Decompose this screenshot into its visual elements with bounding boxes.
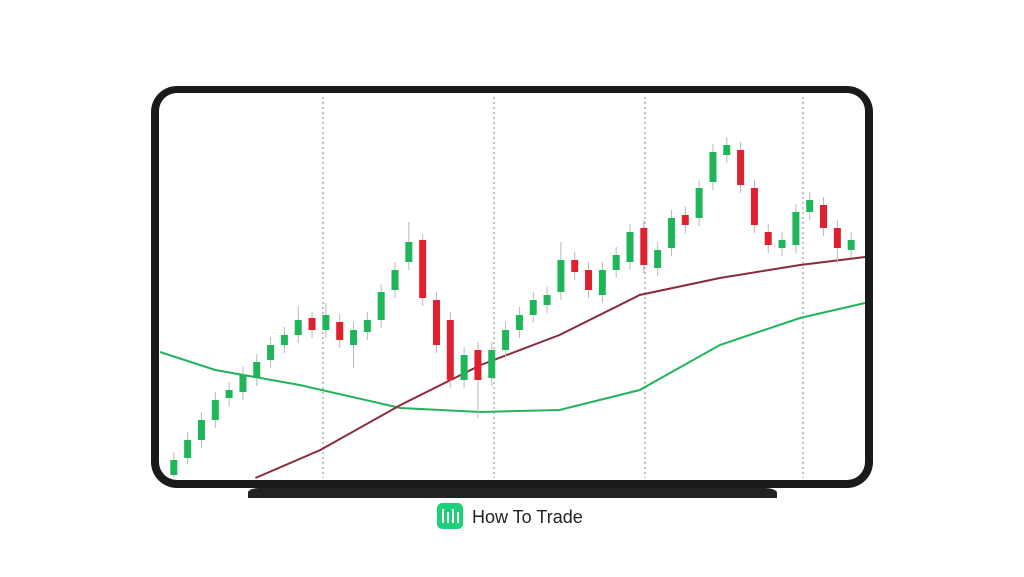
candle-body (267, 345, 275, 360)
screen (159, 93, 865, 480)
candle-body (225, 390, 233, 398)
candle-body (474, 350, 482, 380)
candle-body (211, 400, 219, 420)
candle-body (405, 242, 413, 262)
candle-body (239, 375, 247, 392)
candle-body (294, 320, 302, 335)
logo (437, 503, 463, 529)
candle-body (460, 355, 468, 380)
candle-body (723, 145, 731, 155)
plot (159, 137, 866, 479)
candle-body (557, 260, 565, 292)
candle-body (640, 228, 648, 265)
candle-body (667, 218, 675, 248)
candle-body (695, 188, 703, 218)
candle-body (391, 270, 399, 290)
candle-body (502, 330, 510, 350)
candle-body (170, 460, 178, 475)
candle-body (571, 260, 579, 272)
candle-body (626, 232, 634, 262)
moving-average (254, 256, 866, 479)
candle-body (654, 250, 662, 268)
candle-body (806, 200, 814, 212)
candle-body (377, 292, 385, 320)
candle-body (585, 270, 593, 290)
candle-body (280, 335, 288, 345)
candle-body (543, 295, 551, 305)
candle-body (681, 215, 689, 225)
logo-bars (442, 509, 459, 523)
candle-body (184, 440, 192, 458)
candle-body (792, 212, 800, 245)
candle-body (598, 270, 606, 295)
candle-body (336, 322, 344, 340)
candle-body (515, 315, 523, 330)
candle-body (737, 150, 745, 185)
candle-body (488, 350, 496, 378)
device-stand (248, 488, 777, 498)
candle-body (322, 315, 330, 330)
candle-body (363, 320, 371, 332)
candle-body (432, 300, 440, 345)
candle-body (419, 240, 427, 298)
candle-body (750, 188, 758, 225)
candle-body (350, 330, 358, 345)
candle-body (529, 300, 537, 315)
grid (322, 97, 804, 478)
candle-body (820, 205, 828, 228)
candle-body (764, 232, 772, 245)
candle-body (446, 320, 454, 380)
candle-body (778, 240, 786, 248)
candle-body (709, 152, 717, 182)
candle-body (833, 228, 841, 248)
candle-body (197, 420, 205, 440)
brand: How To Trade (472, 507, 583, 527)
candle-body (612, 255, 620, 270)
candle-body (253, 362, 261, 378)
candle-body (847, 240, 855, 250)
candle-body (308, 318, 316, 330)
